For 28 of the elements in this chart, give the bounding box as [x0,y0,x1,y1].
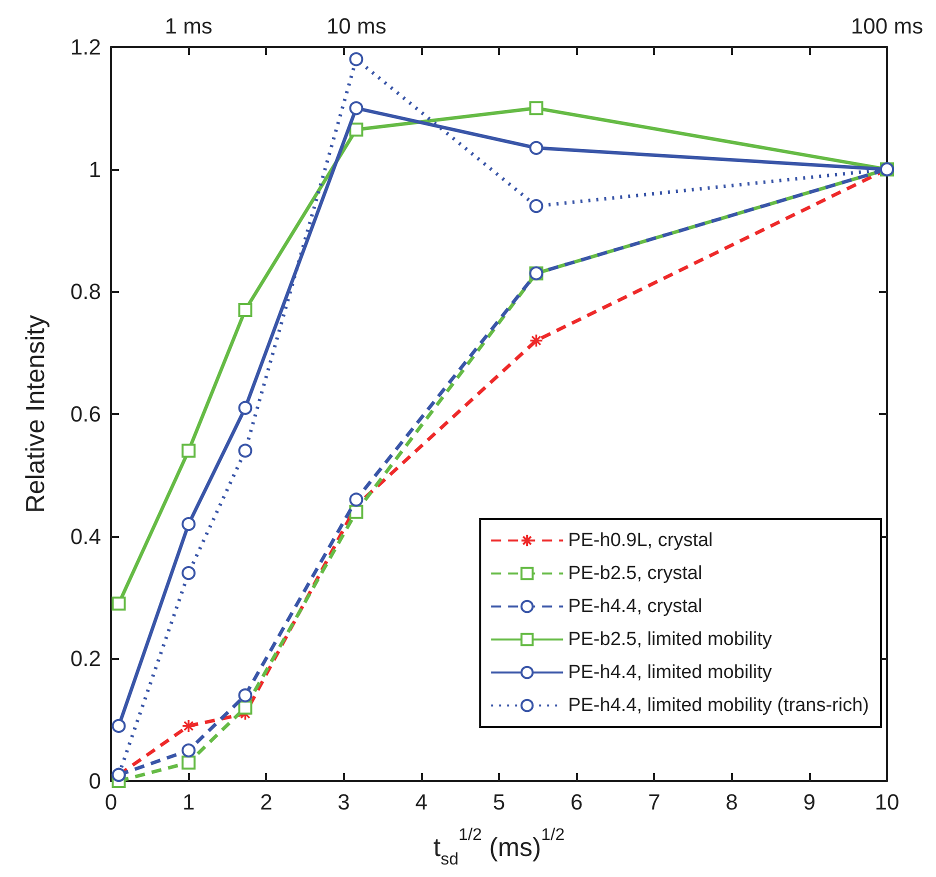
y-tick-label: 0 [88,768,101,794]
text: 1 ms [164,14,212,38]
y-tick-label: 0.4 [70,524,101,549]
legend-label: PE-h4.4, limited mobility (trans-rich) [568,695,870,716]
x-tick-label: 2 [260,790,272,814]
x-tick-label: 1 [182,790,195,814]
x-tick-label: 3 [338,790,350,814]
y-tick-label: 0.2 [70,646,101,672]
x-tick-label: 6 [570,790,583,814]
y-tick-label: 0.8 [70,279,101,304]
x-tick-label: 5 [492,790,506,814]
y-axis-title: Relative Intensity [20,315,50,513]
x-tick-label: 0 [104,790,118,814]
x-tick-label: 4 [415,790,428,814]
y-tick-label: 1 [88,156,101,182]
x-tick-label: 7 [648,790,660,814]
legend-label: PE-h4.4, limited mobility [568,662,772,683]
text: 10 ms [326,14,386,38]
legend-label: PE-b2.5, crystal [568,563,702,584]
legend-label: PE-h4.4, crystal [568,596,702,617]
x-tick-label: 10 [874,790,900,814]
text: 100 ms [850,14,924,38]
x-tick-label: 8 [726,790,738,814]
y-tick-label: 1.2 [70,34,101,60]
legend-label: PE-b2.5, limited mobility [568,629,772,650]
legend-label: PE-h0.9L, crystal [568,530,713,551]
y-tick-label: 0.6 [70,402,101,426]
x-tick-label: 9 [803,790,816,814]
